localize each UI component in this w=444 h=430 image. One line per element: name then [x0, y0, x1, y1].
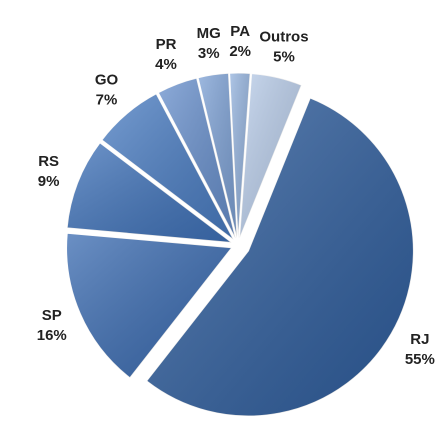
slice-label: MG 3% [197, 25, 221, 62]
value-label: 2% [229, 43, 251, 60]
value-label: 7% [96, 91, 118, 108]
category-label: SP [42, 307, 62, 324]
slice-label: PR 4% [155, 36, 177, 73]
value-label: 55% [405, 351, 435, 368]
category-label: MG [197, 25, 221, 42]
slice-label: Outros 5% [259, 28, 308, 65]
slice-label: RJ 55% [405, 331, 435, 368]
category-label: RJ [410, 331, 429, 348]
category-label: PR [156, 36, 177, 53]
value-label: 16% [37, 327, 67, 344]
category-label: PA [230, 23, 250, 40]
value-label: 4% [155, 56, 177, 73]
slice-label: RS 9% [38, 153, 60, 190]
category-label: RS [38, 153, 59, 170]
category-label: Outros [259, 28, 308, 45]
category-label: GO [95, 71, 119, 88]
slice-label: PA 2% [229, 23, 251, 60]
value-label: 9% [38, 173, 60, 190]
value-label: 3% [198, 45, 220, 62]
slice-label: SP 16% [37, 307, 67, 344]
slice-label: GO 7% [95, 71, 119, 108]
value-label: 5% [273, 48, 295, 65]
